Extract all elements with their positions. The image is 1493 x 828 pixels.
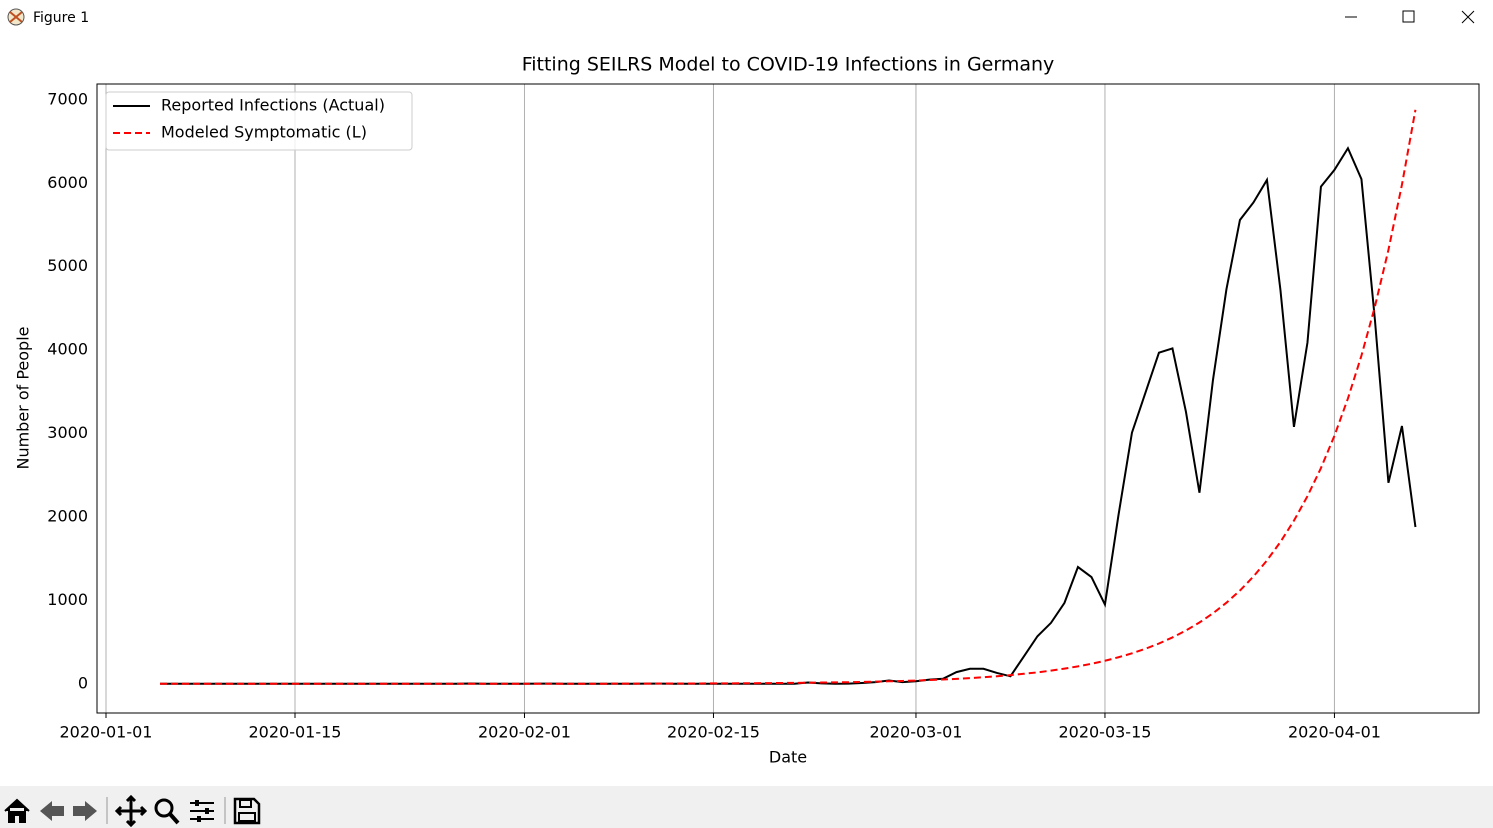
legend: Reported Infections (Actual) Modeled Symp…: [105, 91, 413, 151]
pan-button[interactable]: [114, 794, 148, 828]
home-button[interactable]: [4, 798, 30, 823]
legend-label: Reported Infections (Actual): [161, 96, 385, 115]
forward-button[interactable]: [73, 801, 97, 821]
save-button[interactable]: [233, 797, 261, 825]
data-line: [160, 146, 1417, 685]
x-tick-label: 2020-03-01: [869, 723, 962, 742]
title-bar: [0, 0, 1493, 36]
plot: [160, 109, 1417, 685]
x-tick-label: 2020-03-15: [1058, 723, 1151, 742]
maximize-button[interactable]: [1402, 10, 1415, 23]
y-tick-label: 2000: [47, 506, 88, 525]
x-tick-label: 2020-04-01: [1288, 723, 1381, 742]
y-tick-label: 7000: [47, 89, 88, 108]
back-button[interactable]: [40, 801, 64, 821]
x-tick-label: 2020-02-01: [478, 723, 571, 742]
legend-label: Modeled Symptomatic (L): [161, 123, 367, 142]
grid: 0 1000 2000 3000 4000 5000 6000 7000 2020-01-01 2…: [47, 84, 1381, 742]
window-title: Figure 1: [33, 10, 89, 26]
app-icon: [7, 8, 25, 26]
x-axis-label: Date: [769, 748, 807, 767]
axes-frame: [96, 83, 1480, 714]
y-axis-label: Number of People: [14, 326, 33, 469]
legend-box: [105, 91, 413, 151]
x-tick-label: 2020-01-15: [248, 723, 341, 742]
data-line: [160, 109, 1417, 685]
y-tick-label: 6000: [47, 173, 88, 192]
x-tick-label: 2020-02-15: [667, 723, 760, 742]
y-tick-label: 4000: [47, 340, 88, 359]
x-tick-label: 2020-01-01: [60, 723, 153, 742]
zoom-button[interactable]: [154, 798, 180, 825]
y-tick-label: 1000: [47, 590, 88, 609]
chart-title: Fitting SEILRS Model to COVID-19 Infecti…: [522, 54, 1055, 76]
y-tick-label: 3000: [47, 423, 88, 442]
y-tick-label: 5000: [47, 256, 88, 275]
configure-button[interactable]: [190, 800, 214, 822]
close-button[interactable]: [1461, 10, 1475, 24]
toolbar: [0, 786, 1493, 828]
y-tick-label: 0: [78, 673, 88, 692]
